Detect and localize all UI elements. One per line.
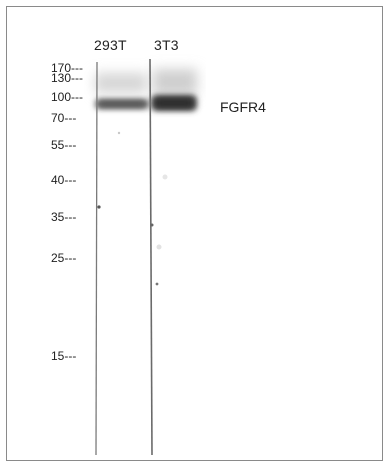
band-lane2-core [155, 98, 193, 108]
smear-lane1 [95, 73, 147, 93]
speck [97, 205, 101, 209]
marker-170: 170--- [51, 61, 84, 75]
lane-label-3t3: 3T3 [154, 37, 179, 53]
blot-frame: 293T 3T3 170--- 130--- 100--- 7 [6, 6, 383, 461]
marker-100: 100--- [51, 90, 84, 104]
speck [117, 131, 121, 135]
speck [150, 223, 154, 227]
speck [162, 174, 168, 180]
marker-15: 15--- [51, 349, 77, 363]
speck [155, 282, 159, 286]
marker-55: 55--- [51, 138, 77, 152]
band-lane1-core [99, 101, 145, 107]
blot-image [95, 58, 197, 456]
marker-25: 25--- [51, 251, 77, 265]
band-label-fgfr4: FGFR4 [220, 99, 266, 115]
marker-130: 130--- [51, 71, 84, 85]
marker-35: 35--- [51, 210, 77, 224]
marker-40: 40--- [51, 173, 77, 187]
marker-70: 70--- [51, 111, 77, 125]
speck [156, 244, 162, 250]
lane-line-1 [95, 61, 98, 456]
smear-lane2 [153, 69, 197, 95]
lane-label-293t: 293T [94, 37, 127, 53]
lane-line-2 [149, 58, 153, 456]
